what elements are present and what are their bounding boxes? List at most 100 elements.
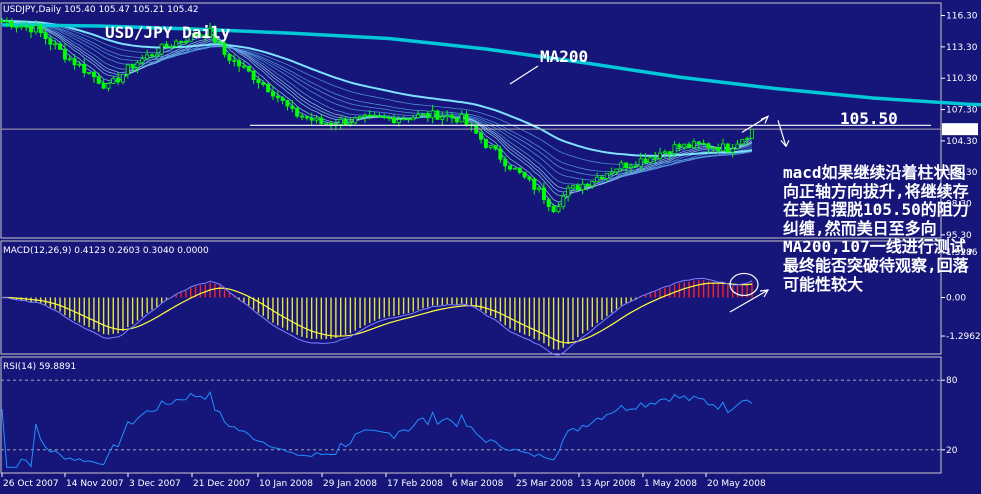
candle-body — [677, 144, 682, 148]
rsi-tick-label: 80 — [946, 376, 958, 386]
price-tick-label: 101.30 — [946, 168, 978, 178]
macd-main-line — [1, 277, 753, 356]
macd-highlight-circle — [729, 272, 759, 297]
candle-body — [604, 172, 609, 179]
chart-title: USD/JPY Daily — [105, 23, 231, 42]
candle-body — [53, 43, 58, 46]
candle-body — [435, 110, 440, 120]
current-price-tag — [942, 123, 978, 136]
candle-body — [633, 165, 638, 168]
up-arrow — [741, 115, 770, 133]
x-tick-label: 6 Mar 2008 — [452, 479, 504, 489]
macd-label: MACD(12,26,9) 0.4123 0.2603 0.3040 0.000… — [3, 246, 209, 256]
rsi-label: RSI(14) 59.8891 — [3, 362, 76, 372]
candle-body — [324, 122, 329, 125]
candle-body — [33, 25, 38, 33]
candle-body — [329, 122, 334, 125]
x-tick-label: 25 Mar 2008 — [516, 479, 573, 489]
candle-body — [682, 143, 687, 148]
candle-body — [401, 118, 406, 121]
rsi-line — [1, 390, 753, 468]
candle-body — [643, 158, 648, 163]
candle-body — [750, 128, 755, 139]
candle-body — [672, 144, 677, 155]
candle-body — [541, 187, 546, 201]
candle-body — [372, 115, 377, 117]
candle-body — [91, 72, 96, 78]
resistance-label: 105.50 — [840, 109, 898, 128]
ma-line-20 — [1, 20, 753, 181]
candle-body — [517, 167, 522, 173]
candle-body — [38, 25, 43, 34]
macd-histogram — [6, 280, 753, 350]
price-tick-label: 107.30 — [946, 106, 978, 116]
rsi-panel-frame — [0, 356, 942, 474]
candle-body — [527, 176, 532, 180]
candle-body — [29, 26, 34, 33]
candle-body — [585, 183, 590, 187]
candle-body — [120, 73, 125, 83]
candle-body — [241, 65, 246, 68]
candle-body — [595, 176, 600, 182]
candle-body — [217, 41, 222, 44]
candle-body — [546, 199, 551, 207]
analysis-annotation: macd如果继续沿着柱状图向正轴方向拔升,将继续存在美日摆脱105.50的阻力纠… — [783, 163, 976, 294]
candle-body — [145, 54, 150, 60]
candle-body — [391, 117, 396, 124]
candle-body — [687, 143, 692, 149]
candle-body — [662, 151, 667, 154]
candle-body — [430, 110, 435, 119]
candle-body — [295, 107, 300, 117]
candle-body — [348, 122, 353, 126]
candle-body — [551, 206, 556, 213]
candle-body — [87, 72, 92, 74]
candle-body — [290, 105, 295, 109]
candle-body — [261, 82, 266, 85]
candle-body — [696, 141, 701, 144]
candle-body — [43, 32, 48, 40]
candle-body — [561, 195, 566, 208]
candle-body — [382, 116, 387, 119]
price-panel-frame — [0, 2, 942, 239]
candle-body — [82, 63, 87, 74]
x-tick-label: 13 Apr 2008 — [580, 479, 636, 489]
macd-tick-label: -1.2962 — [946, 332, 981, 342]
candle-body — [314, 117, 319, 121]
candle-body — [169, 46, 174, 48]
price-axis-strip — [941, 0, 981, 494]
candle-body — [377, 115, 382, 118]
candle-body — [498, 148, 503, 160]
candle-body — [667, 151, 672, 155]
macd-arrow — [729, 289, 770, 313]
candle-body — [387, 116, 392, 119]
macd-signal-line — [1, 282, 753, 344]
candle-body — [522, 172, 527, 178]
candle-body — [280, 97, 285, 101]
price-tick-label: 110.30 — [946, 74, 978, 84]
candle-body — [730, 148, 735, 153]
candle-body — [740, 138, 745, 145]
candle-body — [135, 62, 140, 68]
candle-body — [174, 40, 179, 47]
price-tick-label: 116.30 — [946, 12, 978, 22]
candle-body — [716, 147, 721, 152]
candle-body — [556, 206, 561, 213]
candle-body — [358, 116, 363, 119]
candle-body — [575, 185, 580, 191]
down-arrow — [777, 120, 790, 148]
candle-body — [183, 40, 188, 43]
candle-body — [179, 40, 184, 43]
candle-body — [106, 83, 111, 89]
candle-body — [691, 141, 696, 149]
candle-body — [411, 117, 416, 121]
x-tick-label: 20 May 2008 — [707, 479, 766, 489]
candle-body — [580, 183, 585, 191]
candle-body — [420, 113, 425, 116]
candle-body — [0, 20, 4, 23]
x-tick-label: 14 Nov 2007 — [66, 479, 124, 489]
x-tick-label: 21 Dec 2007 — [193, 479, 251, 489]
candle-body — [367, 114, 372, 117]
price-tick-label: 95.30 — [946, 231, 972, 241]
candle-body — [193, 33, 198, 37]
